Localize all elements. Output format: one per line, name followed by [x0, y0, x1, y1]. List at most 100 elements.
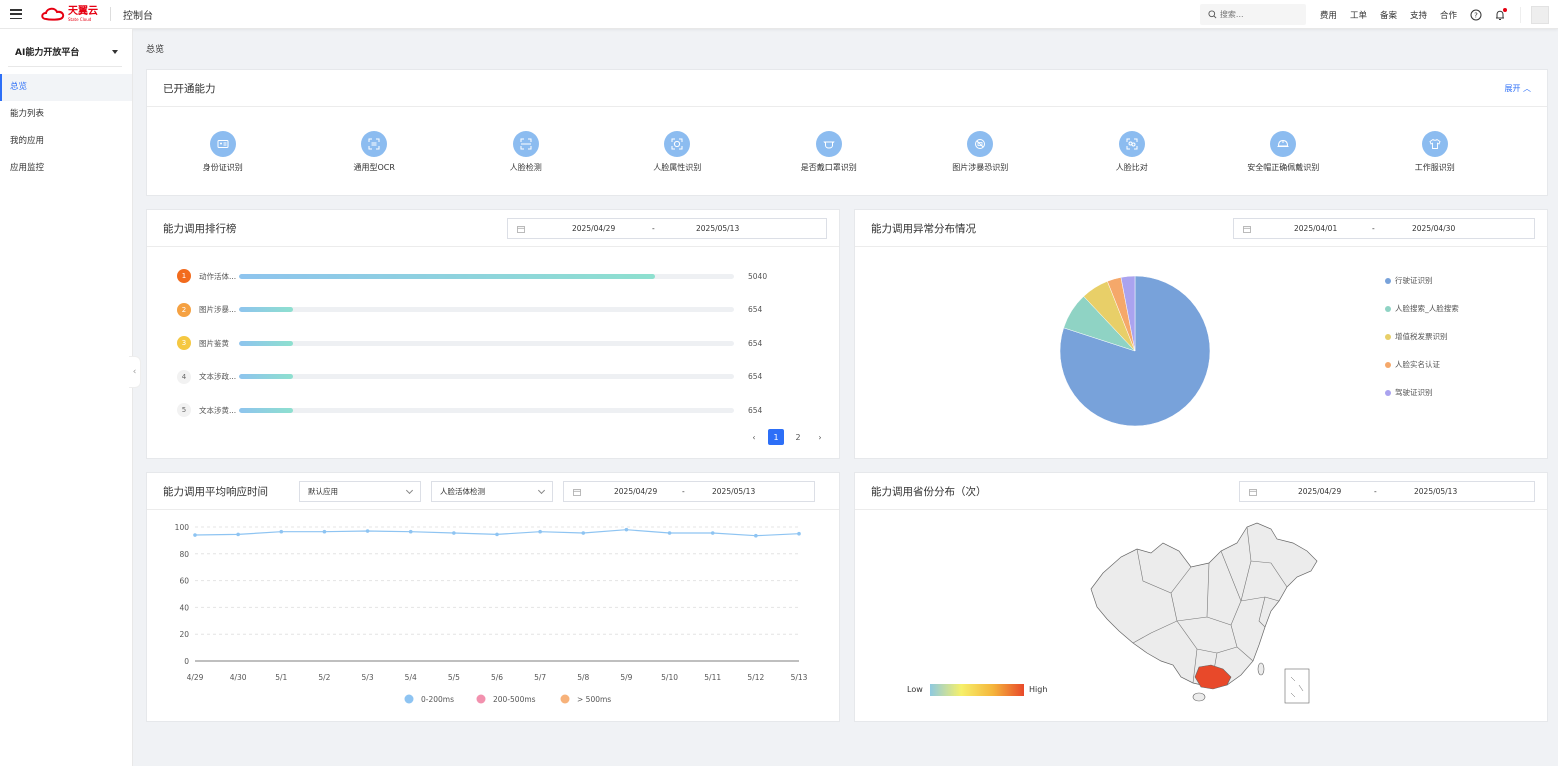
data-point [452, 531, 456, 535]
card-title: 能力调用排行榜 [163, 222, 237, 235]
calendar-icon [1243, 225, 1251, 233]
rank-ability-name: 图片鉴黄 [199, 338, 229, 348]
ability-label: 安全帽正确佩戴识别 [1247, 163, 1320, 172]
legend-dot [1385, 333, 1391, 340]
sidebar-collapse-button[interactable]: ‹ [129, 356, 141, 388]
sidebar-item-ability-list[interactable]: 能力列表 [10, 109, 45, 119]
x-tick-label: 5/12 [747, 673, 764, 682]
date-start: 2025/04/29 [614, 487, 658, 496]
date-range-picker[interactable]: 2025/04/01 - 2025/04/30 [1233, 218, 1535, 239]
face-attribute-icon [671, 138, 683, 150]
card-title: 能力调用平均响应时间 [163, 485, 268, 498]
anomaly-card: 能力调用异常分布情况 2025/04/01 - 2025/04/30 行驶证识别… [854, 209, 1548, 459]
ability-item[interactable]: 通用型OCR [299, 131, 451, 173]
app-select-value: 默认应用 [308, 487, 338, 496]
date-end: 2025/05/13 [696, 224, 740, 233]
date-start: 2025/04/01 [1294, 224, 1338, 233]
logo[interactable]: 天翼云 State Cloud [40, 5, 98, 22]
data-point [667, 531, 672, 535]
rank-number: 3 [177, 336, 191, 350]
map-region-outline [1090, 522, 1318, 688]
nav-link-tickets[interactable]: 工单 [1349, 10, 1367, 21]
ability-list: 身份证识别 通用型OCR 人脸检测 人脸属性识别 是否戴口罩识别 图片涉暴恐识别… [147, 107, 1547, 173]
data-point [754, 533, 758, 538]
card-title: 能力调用异常分布情况 [871, 222, 976, 235]
face-compare-icon [1126, 138, 1138, 150]
ranking-row: 5 文本涉黄... 654 [177, 403, 762, 417]
pie-legend-item[interactable]: 驾驶证识别 [1385, 387, 1433, 398]
nav-link-billing[interactable]: 费用 [1319, 10, 1337, 21]
search-input[interactable] [1219, 10, 1300, 19]
ability-item[interactable]: 是否戴口罩识别 [753, 131, 905, 173]
province-card: 能力调用省份分布（次） 2025/04/29 - 2025/05/13 Low … [854, 472, 1548, 722]
ability-item[interactable]: 人脸比对 [1056, 131, 1208, 173]
card-title: 能力调用省份分布（次） [871, 485, 987, 498]
sidebar-item-overview[interactable]: 总览 [0, 74, 132, 101]
help-icon[interactable]: ? [1470, 9, 1482, 21]
x-tick-label: 4/29 [187, 673, 204, 682]
x-tick-label: 5/2 [318, 673, 330, 682]
date-range-picker[interactable]: 2025/04/29 - 2025/05/13 [563, 481, 815, 502]
map-south-sea-inset [1284, 668, 1310, 704]
notification-button[interactable] [1494, 7, 1507, 21]
pagination: ‹ 1 2 › [743, 429, 831, 445]
response-time-line-chart: 0 20 40 60 80 100 4/29 4/30 5/1 5/2 5/3 5/4 5/5 5/6 5/… [175, 523, 808, 704]
console-link[interactable]: 控制台 [123, 10, 153, 22]
bell-icon [1496, 10, 1504, 20]
y-tick-label: 60 [179, 577, 189, 586]
date-start: 2025/04/29 [1298, 487, 1342, 496]
avatar[interactable] [1531, 5, 1549, 24]
pie-legend-item[interactable]: 行驶证识别 [1385, 275, 1433, 286]
ability-item[interactable]: 安全帽正确佩戴识别 [1208, 131, 1360, 173]
card-title: 已开通能力 [163, 82, 216, 95]
breadcrumb: 总览 [146, 45, 165, 55]
app-select[interactable]: 默认应用 [299, 481, 421, 502]
calendar-icon [1249, 488, 1257, 496]
color-scale-bar [930, 684, 1024, 696]
map-province-lines [1132, 526, 1288, 688]
menu-icon[interactable] [10, 9, 22, 19]
date-separator: - [652, 224, 655, 233]
pie-legend-item[interactable]: 人脸实名认证 [1385, 359, 1440, 370]
ability-select[interactable]: 人脸活体检测 [431, 481, 553, 502]
ability-item[interactable]: 图片涉暴恐识别 [905, 131, 1057, 173]
china-province-map [1090, 522, 1318, 704]
platform-selector[interactable]: AI能力开放平台 [8, 37, 122, 67]
data-point [581, 531, 586, 535]
pie-legend-item[interactable]: 人脸搜索_人脸搜索 [1385, 303, 1459, 314]
legend-label: > 500ms [577, 695, 611, 704]
y-tick-label: 40 [179, 603, 189, 612]
rank-bar-fill [239, 340, 293, 346]
x-tick-label: 5/8 [577, 673, 589, 682]
ranking-row: 2 图片涉暴... 654 [177, 302, 762, 317]
legend-dot [1385, 277, 1391, 284]
nav-link-support[interactable]: 支持 [1409, 10, 1427, 21]
sidebar-item-app-monitor[interactable]: 应用监控 [10, 163, 45, 173]
date-range-picker[interactable]: 2025/04/29 - 2025/05/13 [1239, 481, 1535, 502]
notification-dot [1503, 7, 1507, 12]
nav-link-partner[interactable]: 合作 [1439, 10, 1457, 21]
search-box[interactable] [1199, 4, 1306, 25]
prev-page-icon[interactable]: ‹ [752, 432, 756, 442]
anomaly-pie-chart [1059, 275, 1211, 427]
ocr-scan-icon [368, 138, 380, 150]
page-button[interactable]: 1 [768, 429, 784, 445]
ability-item[interactable]: 人脸检测 [450, 131, 602, 173]
rank-ability-name: 图片涉暴... [199, 305, 237, 314]
ability-item[interactable]: 身份证识别 [147, 131, 299, 173]
expand-button[interactable]: 展开 ︿ [1504, 84, 1531, 93]
sidebar-item-my-apps[interactable]: 我的应用 [10, 136, 45, 146]
data-point [495, 532, 499, 537]
data-point [236, 532, 240, 537]
rank-ability-name: 动作活体... [199, 271, 237, 281]
ability-item[interactable]: 人脸属性识别 [602, 131, 754, 173]
pie-legend-item[interactable]: 增值税发票识别 [1385, 331, 1448, 342]
nav-link-filing[interactable]: 备案 [1379, 10, 1397, 21]
x-tick-label: 5/1 [275, 673, 287, 682]
date-range-picker[interactable]: 2025/04/29 - 2025/05/13 [507, 218, 827, 239]
next-page-icon[interactable]: › [818, 432, 822, 442]
page-button[interactable]: 2 [795, 432, 801, 442]
ability-item[interactable]: 工作服识别 [1359, 131, 1511, 173]
logo-text: 天翼云 [68, 5, 98, 17]
legend-dot [1385, 389, 1391, 396]
